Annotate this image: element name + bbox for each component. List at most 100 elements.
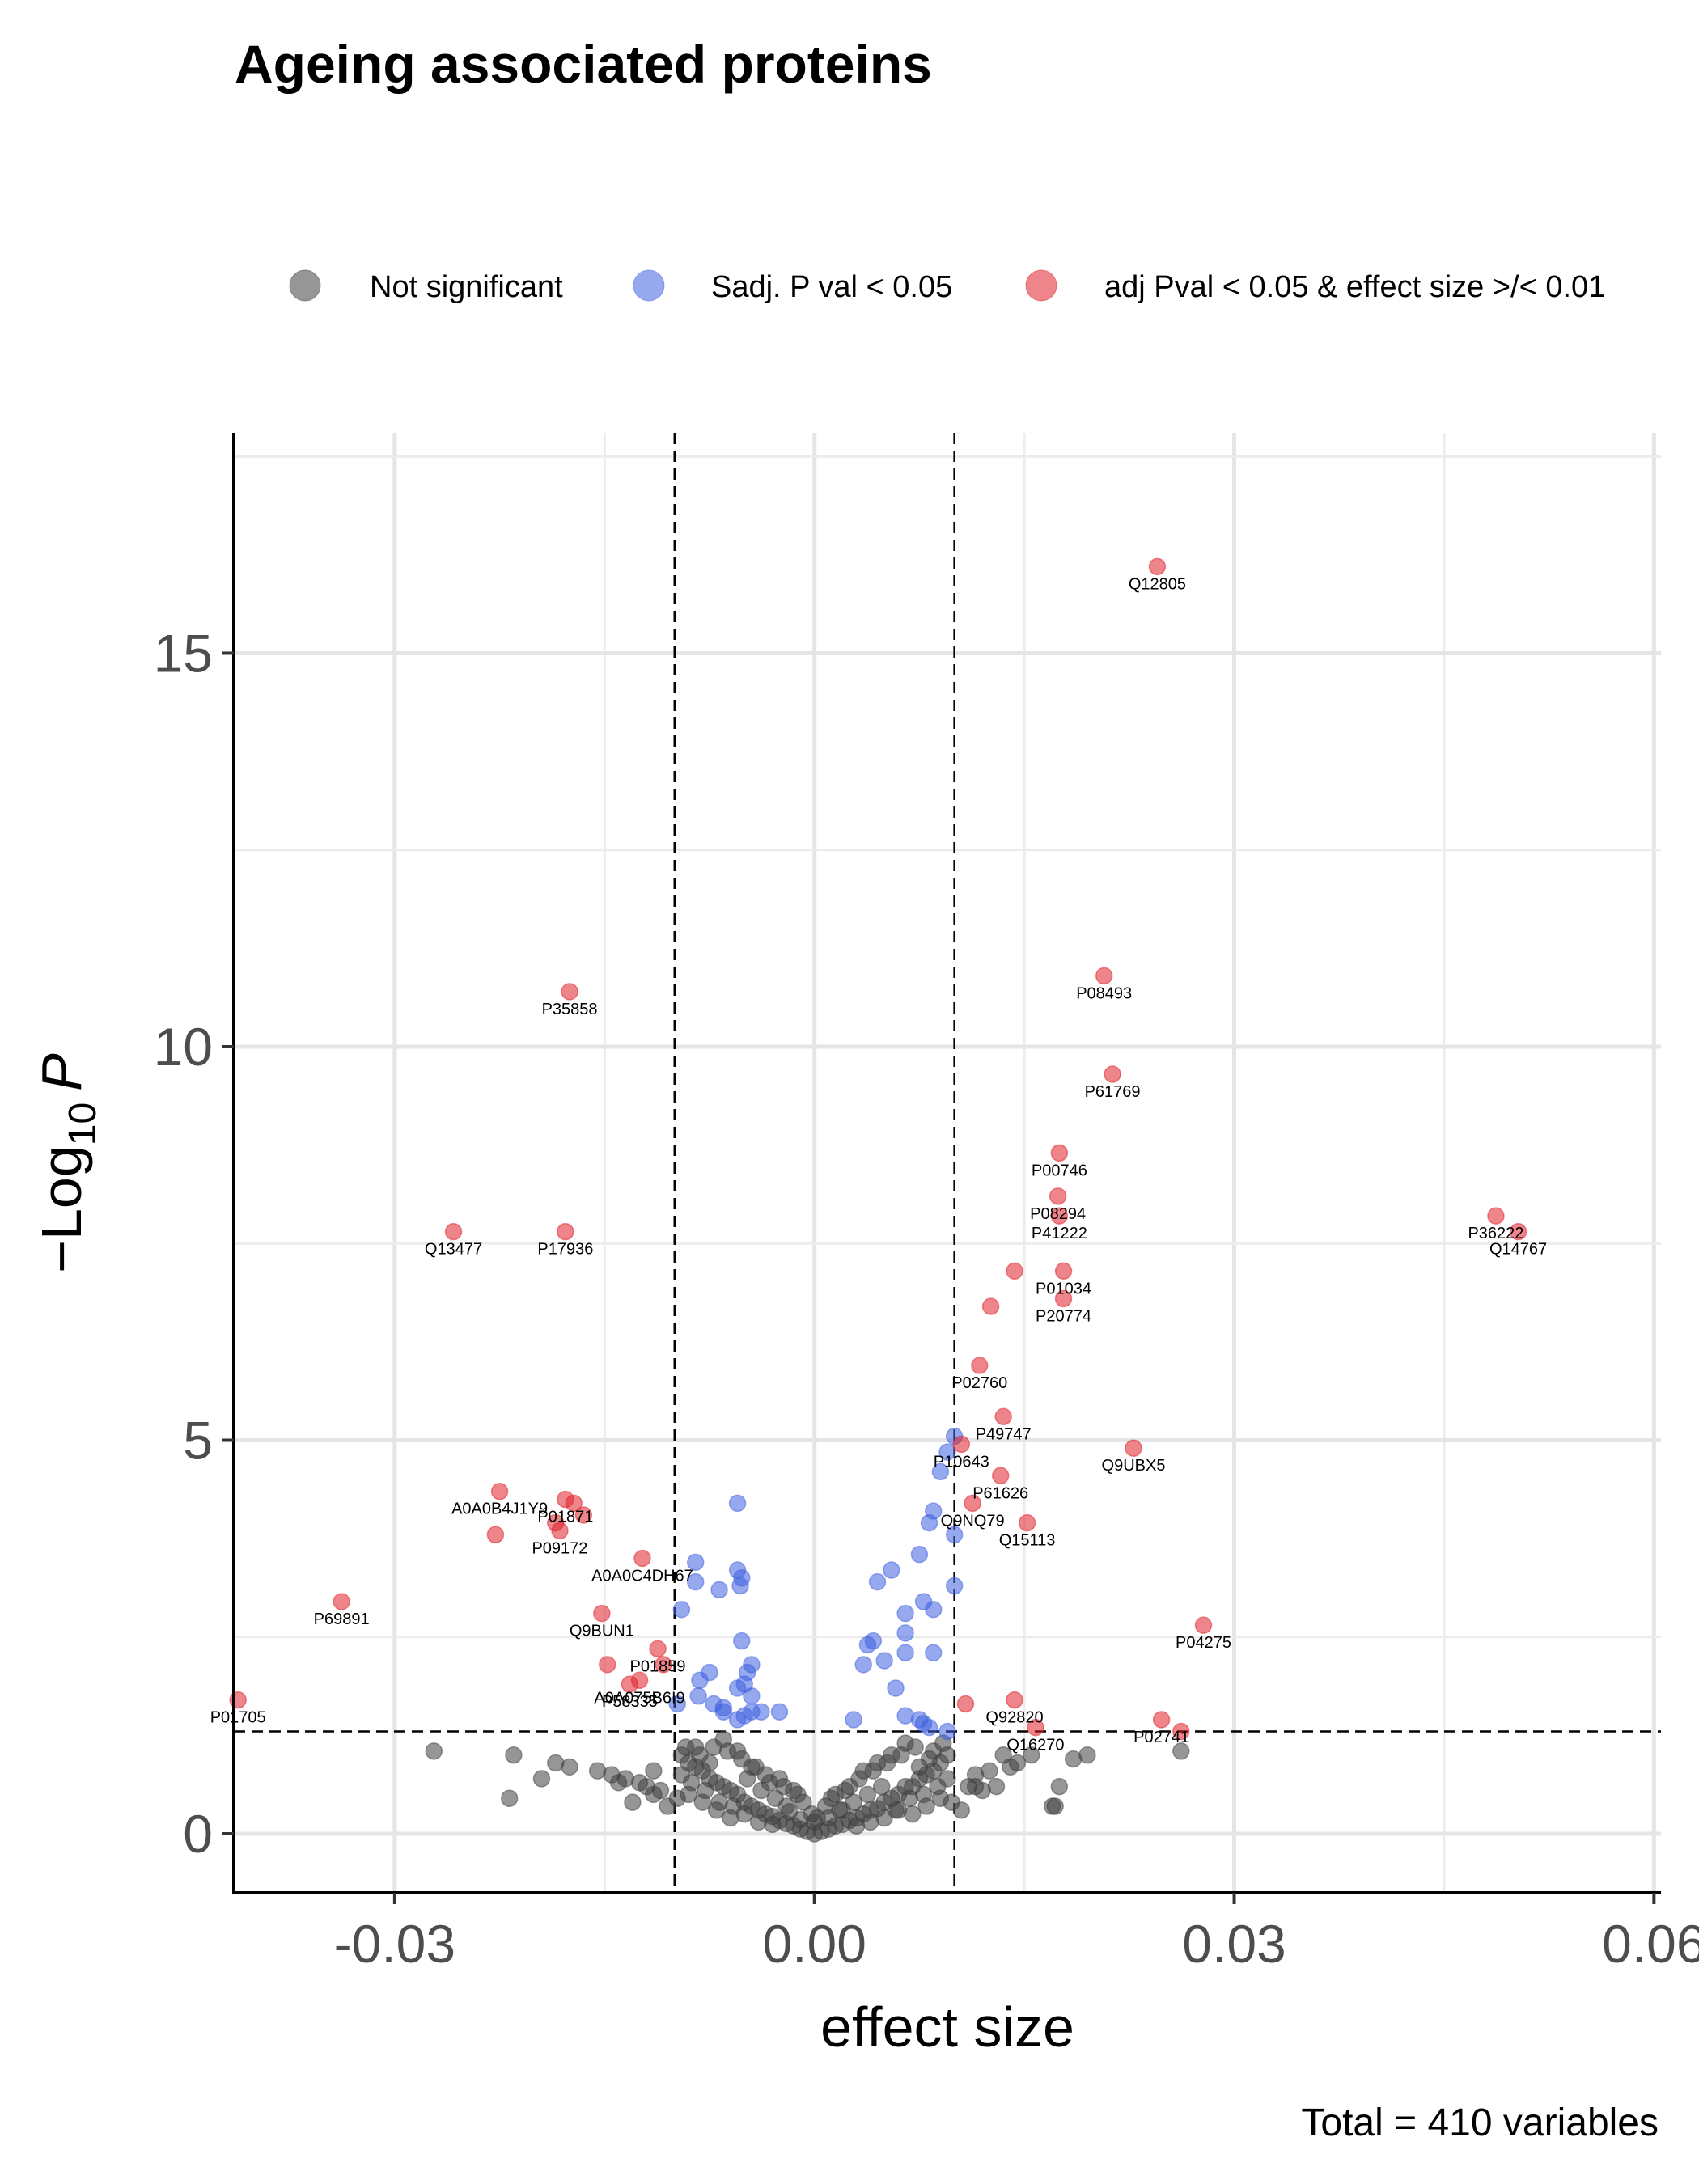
- data-point: [964, 1494, 981, 1513]
- data-point: [659, 1797, 676, 1815]
- data-point: [875, 1809, 893, 1827]
- y-axis-title-main: −Log: [30, 1145, 93, 1273]
- data-point: [833, 1801, 852, 1819]
- data-point: [565, 1494, 583, 1513]
- data-point: [668, 1695, 686, 1713]
- grid: [234, 433, 1661, 1893]
- data-point: [686, 1572, 705, 1591]
- data-point: [931, 1789, 950, 1807]
- data-point: [645, 1762, 663, 1780]
- data-point: [756, 1766, 774, 1784]
- data-point: [1509, 1222, 1527, 1241]
- data-point: [624, 1793, 642, 1811]
- data-point: [841, 1777, 858, 1796]
- point-label: P00746: [1032, 1162, 1087, 1179]
- point-label: P35858: [542, 1001, 598, 1018]
- point-label: Q14767: [1489, 1241, 1547, 1259]
- point-label: A0A0C4DH67: [591, 1567, 693, 1585]
- data-point: [728, 1494, 747, 1513]
- point-label: P02741: [1133, 1729, 1189, 1746]
- legend-swatch-sadj-p: [633, 269, 665, 302]
- legend-swatch-not-significant: [289, 269, 321, 302]
- data-point: [924, 1644, 943, 1661]
- data-point: [743, 1687, 761, 1705]
- point-label: P08294: [1030, 1205, 1086, 1223]
- data-point: [733, 1632, 751, 1650]
- data-point: [785, 1781, 803, 1800]
- point-label: Q15113: [999, 1532, 1056, 1550]
- data-point: [1006, 1262, 1023, 1280]
- y-axis-title-sub: 10: [61, 1103, 104, 1145]
- series-1: [668, 1427, 964, 1741]
- data-point: [854, 1762, 872, 1780]
- point-label: P04275: [1176, 1634, 1231, 1652]
- point-label: Q9BUN1: [570, 1623, 634, 1640]
- x-axis-title: effect size: [820, 1996, 1074, 2059]
- x-tick-label: -0.03: [334, 1914, 455, 1974]
- svg-text:−Log10P: −Log10 P: [30, 1053, 104, 1273]
- legend-label-adj-pval-effect: adj Pval < 0.05 & effect size >/< 0.01: [1104, 270, 1605, 304]
- data-point: [1023, 1746, 1040, 1764]
- data-point: [1487, 1207, 1505, 1225]
- point-label: P17936: [537, 1241, 593, 1259]
- chart-title: Ageing associated proteins: [235, 34, 932, 94]
- data-point: [826, 1785, 845, 1804]
- data-point: [872, 1777, 891, 1796]
- data-point: [854, 1656, 872, 1674]
- data-point: [593, 1604, 611, 1623]
- point-label: P01871: [537, 1508, 593, 1526]
- data-point: [714, 1730, 733, 1749]
- data-point: [1027, 1718, 1044, 1737]
- legend-swatch-adj-pval-effect: [1025, 269, 1057, 302]
- data-point: [1050, 1144, 1069, 1162]
- data-point: [896, 1624, 914, 1642]
- data-point: [924, 1600, 943, 1619]
- point-label: P61769: [1085, 1083, 1141, 1101]
- data-point: [904, 1805, 922, 1823]
- data-point: [649, 1640, 667, 1658]
- point-label: P01859: [630, 1657, 686, 1675]
- data-point: [686, 1553, 705, 1572]
- data-point: [707, 1801, 726, 1819]
- data-point: [883, 1561, 900, 1579]
- data-point: [896, 1644, 914, 1661]
- data-point: [910, 1545, 929, 1564]
- x-tick-label: 0.03: [1182, 1914, 1286, 1974]
- data-point: [770, 1703, 789, 1721]
- data-point: [938, 1722, 956, 1741]
- data-point: [486, 1526, 505, 1544]
- point-label: P61626: [972, 1484, 1028, 1502]
- data-point: [425, 1742, 443, 1760]
- data-point: [1050, 1207, 1069, 1225]
- y-tick-label: 0: [183, 1804, 213, 1864]
- data-point: [791, 1810, 810, 1829]
- point-label: P20774: [1036, 1307, 1091, 1325]
- data-point: [994, 1407, 1012, 1426]
- data-point: [1050, 1777, 1069, 1796]
- data-point: [505, 1746, 523, 1764]
- data-point: [981, 1297, 1000, 1315]
- series-2: [229, 557, 1527, 1741]
- data-point: [691, 1671, 709, 1690]
- data-point: [931, 1462, 950, 1481]
- data-point: [1046, 1797, 1064, 1815]
- data-point: [561, 983, 578, 1001]
- data-point: [743, 1758, 761, 1776]
- data-point: [952, 1435, 971, 1454]
- data-point: [917, 1797, 935, 1815]
- data-point: [1008, 1754, 1027, 1772]
- data-point: [1054, 1289, 1073, 1308]
- point-label: P09172: [532, 1539, 587, 1557]
- data-point: [749, 1813, 768, 1831]
- data-point: [532, 1770, 551, 1788]
- x-tick-label: 0.06: [1602, 1914, 1699, 1974]
- data-point: [752, 1703, 770, 1721]
- data-point: [820, 1809, 837, 1827]
- data-point: [1006, 1691, 1023, 1709]
- data-point: [599, 1656, 616, 1674]
- data-point: [924, 1742, 943, 1760]
- point-label: P36222: [1468, 1225, 1523, 1242]
- data-point: [938, 1770, 956, 1788]
- data-point: [858, 1636, 877, 1654]
